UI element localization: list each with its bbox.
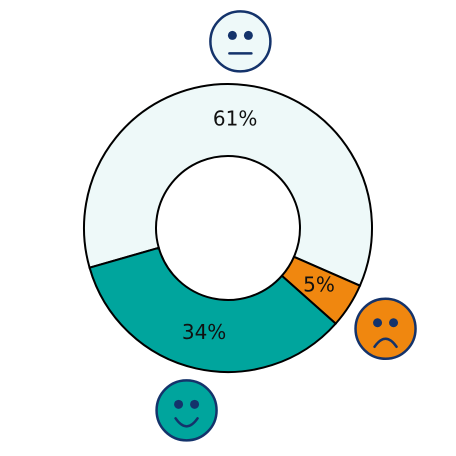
- face-icon: [209, 10, 272, 73]
- donut-segment: [88, 246, 338, 373]
- face-mouth: [373, 337, 398, 348]
- face-eye: [389, 318, 399, 328]
- face-circle: [209, 10, 272, 73]
- value-label: 5%: [303, 273, 335, 297]
- face-mouth: [174, 417, 199, 428]
- face-icon: [354, 297, 417, 361]
- face-icon: [155, 379, 218, 442]
- value-label: 61%: [213, 107, 257, 131]
- face-eye: [190, 399, 200, 409]
- face-eye: [373, 318, 383, 328]
- face-circle: [155, 379, 218, 442]
- donut-segment: [83, 83, 373, 287]
- value-label: 34%: [182, 320, 226, 344]
- face-eye: [243, 30, 253, 40]
- face-eye: [174, 399, 184, 409]
- face-eye: [227, 30, 237, 40]
- face-circle: [354, 297, 417, 361]
